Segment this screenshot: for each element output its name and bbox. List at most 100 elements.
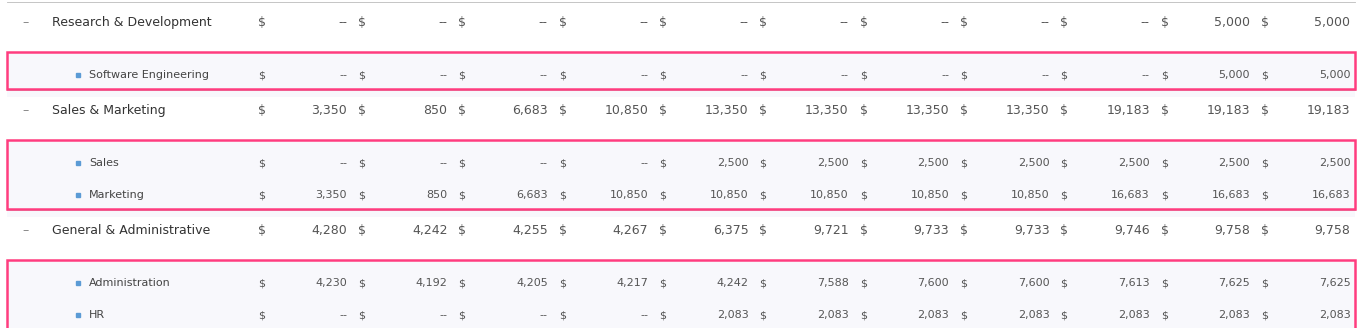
Text: $: $ [659, 158, 666, 168]
Text: 4,192: 4,192 [415, 278, 447, 288]
Text: 2,083: 2,083 [817, 310, 849, 320]
Text: 19,183: 19,183 [1206, 104, 1250, 117]
Text: 2,083: 2,083 [1219, 310, 1250, 320]
Text: $: $ [1161, 104, 1168, 117]
Text: $: $ [760, 224, 768, 237]
FancyBboxPatch shape [7, 140, 1355, 217]
Text: $: $ [358, 278, 365, 288]
Text: $: $ [1060, 70, 1068, 80]
Text: –: – [22, 16, 29, 30]
Text: 2,083: 2,083 [1017, 310, 1049, 320]
Text: $: $ [458, 310, 465, 320]
Text: $: $ [1060, 104, 1068, 117]
Text: 16,683: 16,683 [1111, 190, 1150, 200]
Text: 2,500: 2,500 [1017, 158, 1049, 168]
Text: $: $ [358, 158, 365, 168]
Text: --: -- [439, 16, 447, 30]
Text: 4,242: 4,242 [411, 224, 447, 237]
Text: $: $ [458, 278, 465, 288]
Text: --: -- [1141, 16, 1150, 30]
Text: 7,600: 7,600 [1017, 278, 1049, 288]
Text: 13,350: 13,350 [905, 104, 949, 117]
Text: 10,850: 10,850 [1010, 190, 1049, 200]
Text: $: $ [659, 310, 666, 320]
Text: --: -- [339, 158, 347, 168]
Text: $: $ [258, 190, 265, 200]
Text: $: $ [458, 224, 466, 237]
Text: $: $ [1261, 310, 1268, 320]
Text: --: -- [339, 310, 347, 320]
Text: Marketing: Marketing [89, 190, 145, 200]
Text: $: $ [559, 224, 566, 237]
Text: 7,613: 7,613 [1119, 278, 1150, 288]
Text: --: -- [440, 70, 447, 80]
Text: 16,683: 16,683 [1312, 190, 1350, 200]
Text: 4,242: 4,242 [717, 278, 749, 288]
Text: $: $ [960, 16, 968, 30]
Text: --: -- [1042, 70, 1049, 80]
Text: 9,746: 9,746 [1115, 224, 1150, 237]
Text: $: $ [258, 278, 265, 288]
Text: $: $ [258, 70, 265, 80]
Text: 19,183: 19,183 [1106, 104, 1150, 117]
Text: --: -- [640, 158, 648, 168]
Text: 2,500: 2,500 [1219, 158, 1250, 168]
Text: --: -- [539, 16, 548, 30]
Text: $: $ [960, 224, 968, 237]
Text: --: -- [440, 310, 447, 320]
Text: 10,850: 10,850 [910, 190, 949, 200]
Text: 9,733: 9,733 [1013, 224, 1049, 237]
Text: 9,733: 9,733 [913, 224, 949, 237]
Text: $: $ [1161, 190, 1168, 200]
Text: 7,600: 7,600 [917, 278, 949, 288]
Text: 7,625: 7,625 [1219, 278, 1250, 288]
Text: --: -- [840, 16, 849, 30]
Text: 9,758: 9,758 [1315, 224, 1350, 237]
Text: Sales: Sales [89, 158, 119, 168]
Text: $: $ [760, 278, 766, 288]
Text: $: $ [860, 224, 868, 237]
FancyBboxPatch shape [7, 259, 1355, 328]
Text: 5,000: 5,000 [1219, 70, 1250, 80]
Text: $: $ [1261, 104, 1270, 117]
Text: $: $ [659, 104, 668, 117]
Text: $: $ [258, 310, 265, 320]
Text: 2,083: 2,083 [1117, 310, 1150, 320]
Text: 5,000: 5,000 [1215, 16, 1250, 30]
Text: $: $ [1060, 278, 1068, 288]
Text: 2,083: 2,083 [917, 310, 949, 320]
Text: $: $ [1261, 70, 1268, 80]
Text: $: $ [760, 70, 766, 80]
Text: $: $ [458, 158, 465, 168]
Text: $: $ [760, 16, 768, 30]
Text: 6,683: 6,683 [513, 104, 548, 117]
Text: $: $ [860, 16, 868, 30]
Text: $: $ [1060, 310, 1068, 320]
Text: $: $ [860, 278, 866, 288]
Text: 4,255: 4,255 [511, 224, 548, 237]
Text: $: $ [1060, 224, 1068, 237]
Text: Sales & Marketing: Sales & Marketing [52, 104, 166, 117]
Text: --: -- [540, 310, 548, 320]
Text: 850: 850 [426, 190, 447, 200]
Text: $: $ [860, 190, 866, 200]
Text: Administration: Administration [89, 278, 171, 288]
Text: --: -- [440, 158, 447, 168]
Text: $: $ [358, 70, 365, 80]
Text: $: $ [960, 158, 967, 168]
Text: 2,500: 2,500 [917, 158, 949, 168]
Text: $: $ [358, 224, 366, 237]
Text: 9,721: 9,721 [813, 224, 849, 237]
Text: $: $ [960, 310, 967, 320]
Text: 4,205: 4,205 [515, 278, 548, 288]
Text: 13,350: 13,350 [1006, 104, 1049, 117]
Text: $: $ [1261, 158, 1268, 168]
Text: $: $ [1161, 16, 1168, 30]
Text: $: $ [860, 158, 866, 168]
Text: $: $ [258, 158, 265, 168]
Text: $: $ [860, 310, 866, 320]
Text: $: $ [659, 16, 668, 30]
Text: --: -- [540, 70, 548, 80]
Text: 4,217: 4,217 [616, 278, 648, 288]
Text: --: -- [639, 16, 648, 30]
